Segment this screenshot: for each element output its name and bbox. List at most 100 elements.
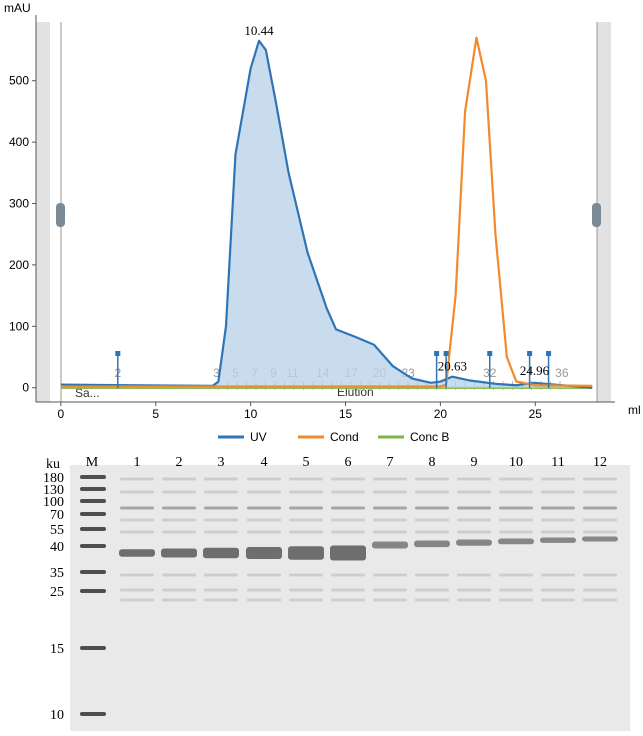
lane-label: 6 [345,455,352,470]
gel-band [161,549,197,558]
gel-band [457,519,491,522]
gel-band [499,519,533,522]
gel-band [373,519,407,522]
injection-head [444,351,449,356]
gel-band [204,491,238,494]
gel-band [415,507,449,510]
x-tick-label: 10 [244,407,258,421]
gel-band [247,589,281,592]
gel-band [289,574,323,577]
gel-band [162,531,196,534]
peak-label: 20.63 [438,359,467,374]
ladder-label: 10 [50,708,64,723]
lane-label: 7 [387,455,394,470]
ladder-band [80,570,106,574]
gel-band [289,599,323,602]
gel-band [120,478,154,481]
gel-band [330,546,366,561]
gel-band [162,478,196,481]
gel-band [415,519,449,522]
ladder-band [80,589,106,593]
gel-band [499,599,533,602]
ladder-label: 70 [50,508,64,523]
gel-band [162,574,196,577]
gel-band [541,574,575,577]
gel-band [331,589,365,592]
gel-band [415,531,449,534]
gel-band [331,531,365,534]
lane-label: 2 [176,455,183,470]
lane-label: 10 [509,455,523,470]
gel-band [246,547,282,559]
gel-band [541,519,575,522]
gel-band [373,574,407,577]
gel-band [331,599,365,602]
gel-band [204,574,238,577]
gel-band [162,589,196,592]
gel-band [331,574,365,577]
ladder-band [80,712,106,716]
gel-band [415,589,449,592]
gel-band [247,507,281,510]
lane-label: 4 [261,455,268,470]
y-tick-label: 500 [9,74,29,88]
gel-band [415,574,449,577]
figure: mAU ml Sa... Elution ku 0100200300400500… [0,0,643,731]
gel-band [204,531,238,534]
gel-band [457,599,491,602]
lane-label: 5 [303,455,310,470]
gel-band [162,599,196,602]
gel-band [456,540,492,546]
gel-band [372,542,408,549]
injection-head [434,351,439,356]
ladder-label: 25 [50,585,64,600]
lane-label: 8 [429,455,436,470]
gel-unit: ku [46,457,60,472]
y-axis-label: mAU [4,1,31,15]
ladder-band [80,475,106,479]
gel-band [583,531,617,534]
gel-band [541,491,575,494]
gel-band [583,519,617,522]
gel-band [162,491,196,494]
gel-band [499,574,533,577]
gel-image [70,465,630,731]
gel-band [541,478,575,481]
gel-band [247,599,281,602]
gel-band [373,599,407,602]
legend-label: Conc B [410,430,449,444]
x-tick-label: 25 [529,407,543,421]
gel-band [119,549,155,557]
gel-band [289,491,323,494]
gel-band [331,491,365,494]
y-tick-label: 0 [22,381,29,395]
gel-band [289,507,323,510]
gel-band [331,519,365,522]
gel-band [120,574,154,577]
x-tick-label: 15 [339,407,353,421]
gel-band [541,599,575,602]
ladder-band [80,512,106,516]
gel-band [540,538,576,543]
gel-band [583,574,617,577]
ladder-label: 15 [50,642,64,657]
gel-band [120,599,154,602]
gel-band [289,589,323,592]
ladder-label: 40 [50,540,64,555]
gel-band [203,548,239,559]
y-tick-label: 400 [9,135,29,149]
lane-label: 11 [551,455,564,470]
gel-band [583,589,617,592]
gel-band [583,507,617,510]
gel-band [499,491,533,494]
y-tick-label: 300 [9,197,29,211]
gel-band [583,478,617,481]
gel-band [457,491,491,494]
gel-band [499,589,533,592]
lane-label: 9 [471,455,478,470]
gel-band [583,491,617,494]
gel-band [162,507,196,510]
gel-band [373,507,407,510]
lane-label: 3 [218,455,225,470]
handle [592,203,601,227]
